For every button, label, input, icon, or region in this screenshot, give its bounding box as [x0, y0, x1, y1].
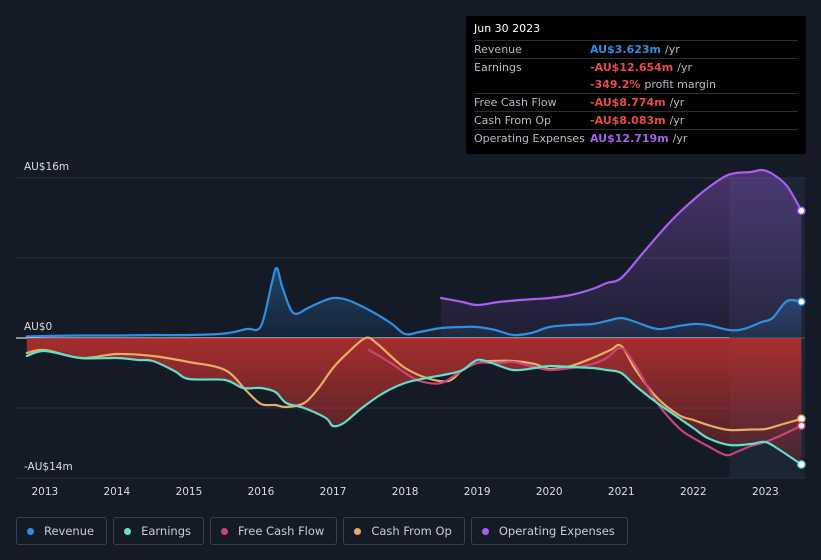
tooltip-panel: Jun 30 2023 Revenue AU$3.623m /yr Earnin… [466, 16, 806, 154]
tooltip-unit: /yr [665, 43, 680, 56]
tooltip-row-free-cash-flow: Free Cash Flow -AU$8.774m /yr [474, 93, 798, 111]
tooltip-row-earnings: Earnings -AU$12.654m /yr [474, 58, 798, 76]
legend-label: Free Cash Flow [238, 524, 325, 538]
x-axis-label: 2014 [104, 486, 131, 498]
tooltip-row-revenue: Revenue AU$3.623m /yr [474, 40, 798, 58]
tooltip-unit: /yr [677, 61, 692, 74]
tooltip-label: Earnings [474, 61, 522, 74]
tooltip-unit: /yr [669, 96, 685, 109]
tooltip-value: -AU$12.654m [590, 61, 674, 74]
tooltip-label: Free Cash Flow [474, 96, 557, 109]
revenue-line [25, 266, 803, 338]
revenue-end-marker [797, 297, 806, 307]
area-fills [26, 169, 802, 465]
legend-dot-icon [124, 527, 132, 535]
legend-item-revenue[interactable]: Revenue [16, 517, 108, 545]
tooltip-row-cash-from-op: Cash From Op -AU$8.083m /yr [474, 111, 798, 129]
tooltip-unit: /yr [672, 132, 688, 145]
cash-from-op-line [25, 336, 803, 432]
earnings-line [25, 349, 803, 466]
tooltip-unit: /yr [669, 114, 685, 127]
series-lines [25, 168, 803, 466]
legend-label: Earnings [141, 524, 191, 538]
end-markers [797, 206, 806, 469]
legend: Revenue Earnings Free Cash Flow Cash Fro… [16, 517, 634, 547]
legend-dot-icon [354, 527, 362, 535]
cfo-end-marker [797, 414, 806, 424]
tooltip-value: AU$3.623m [590, 43, 662, 56]
tooltip-unit: profit margin [644, 78, 716, 91]
tooltip-value: AU$12.719m [590, 132, 669, 145]
tooltip-value: -AU$8.083m [590, 114, 666, 127]
legend-item-free-cash-flow[interactable]: Free Cash Flow [210, 517, 338, 545]
tooltip-label: Cash From Op [474, 114, 552, 127]
opex-end-marker [797, 206, 806, 216]
y-axis-label: AU$0 [24, 321, 52, 333]
legend-dot-icon [221, 527, 228, 535]
tooltip-label: Operating Expenses [474, 132, 585, 145]
legend-item-cash-from-op[interactable]: Cash From Op [343, 517, 465, 545]
y-axis-label: AU$16m [24, 161, 69, 173]
fcf-end-marker [797, 421, 806, 430]
x-axis-label: 2023 [752, 486, 779, 498]
legend-dot-icon [481, 527, 489, 535]
opex-area [441, 169, 802, 338]
tooltip-value: -349.2% [590, 78, 641, 91]
x-axis-label: 2019 [464, 486, 491, 498]
legend-item-operating-expenses[interactable]: Operating Expenses [470, 517, 628, 545]
legend-item-earnings[interactable]: Earnings [113, 517, 204, 545]
tooltip-row-profit-margin: -349.2% profit margin [474, 76, 798, 93]
x-axis-label: 2017 [320, 486, 347, 498]
free-cash-flow-line [368, 346, 803, 457]
x-axis-label: 2020 [536, 486, 563, 498]
legend-label: Operating Expenses [498, 524, 615, 538]
revenue-area [26, 267, 802, 338]
operating-expenses-line [440, 168, 803, 307]
tooltip-value: -AU$8.774m [590, 96, 666, 109]
y-axis-label: -AU$14m [24, 461, 73, 473]
legend-label: Revenue [44, 524, 95, 538]
legend-label: Cash From Op [371, 524, 452, 538]
legend-dot-icon [27, 527, 34, 535]
tooltip-row-operating-expenses: Operating Expenses AU$12.719m /yr [474, 129, 798, 147]
x-axis-label: 2022 [680, 486, 707, 498]
tooltip-date: Jun 30 2023 [474, 22, 541, 35]
axis-labels: AU$16m AU$0 -AU$14m 2013 2014 2015 2016 2017 201… [24, 161, 779, 498]
x-axis-label: 2013 [31, 486, 58, 498]
x-axis-label: 2018 [392, 486, 419, 498]
earnings-area [26, 338, 802, 465]
earnings-end-marker [797, 460, 806, 469]
tooltip-label: Revenue [474, 43, 522, 56]
x-axis-label: 2015 [176, 486, 203, 498]
x-axis-label: 2021 [608, 486, 635, 498]
x-axis-label: 2016 [248, 486, 275, 498]
